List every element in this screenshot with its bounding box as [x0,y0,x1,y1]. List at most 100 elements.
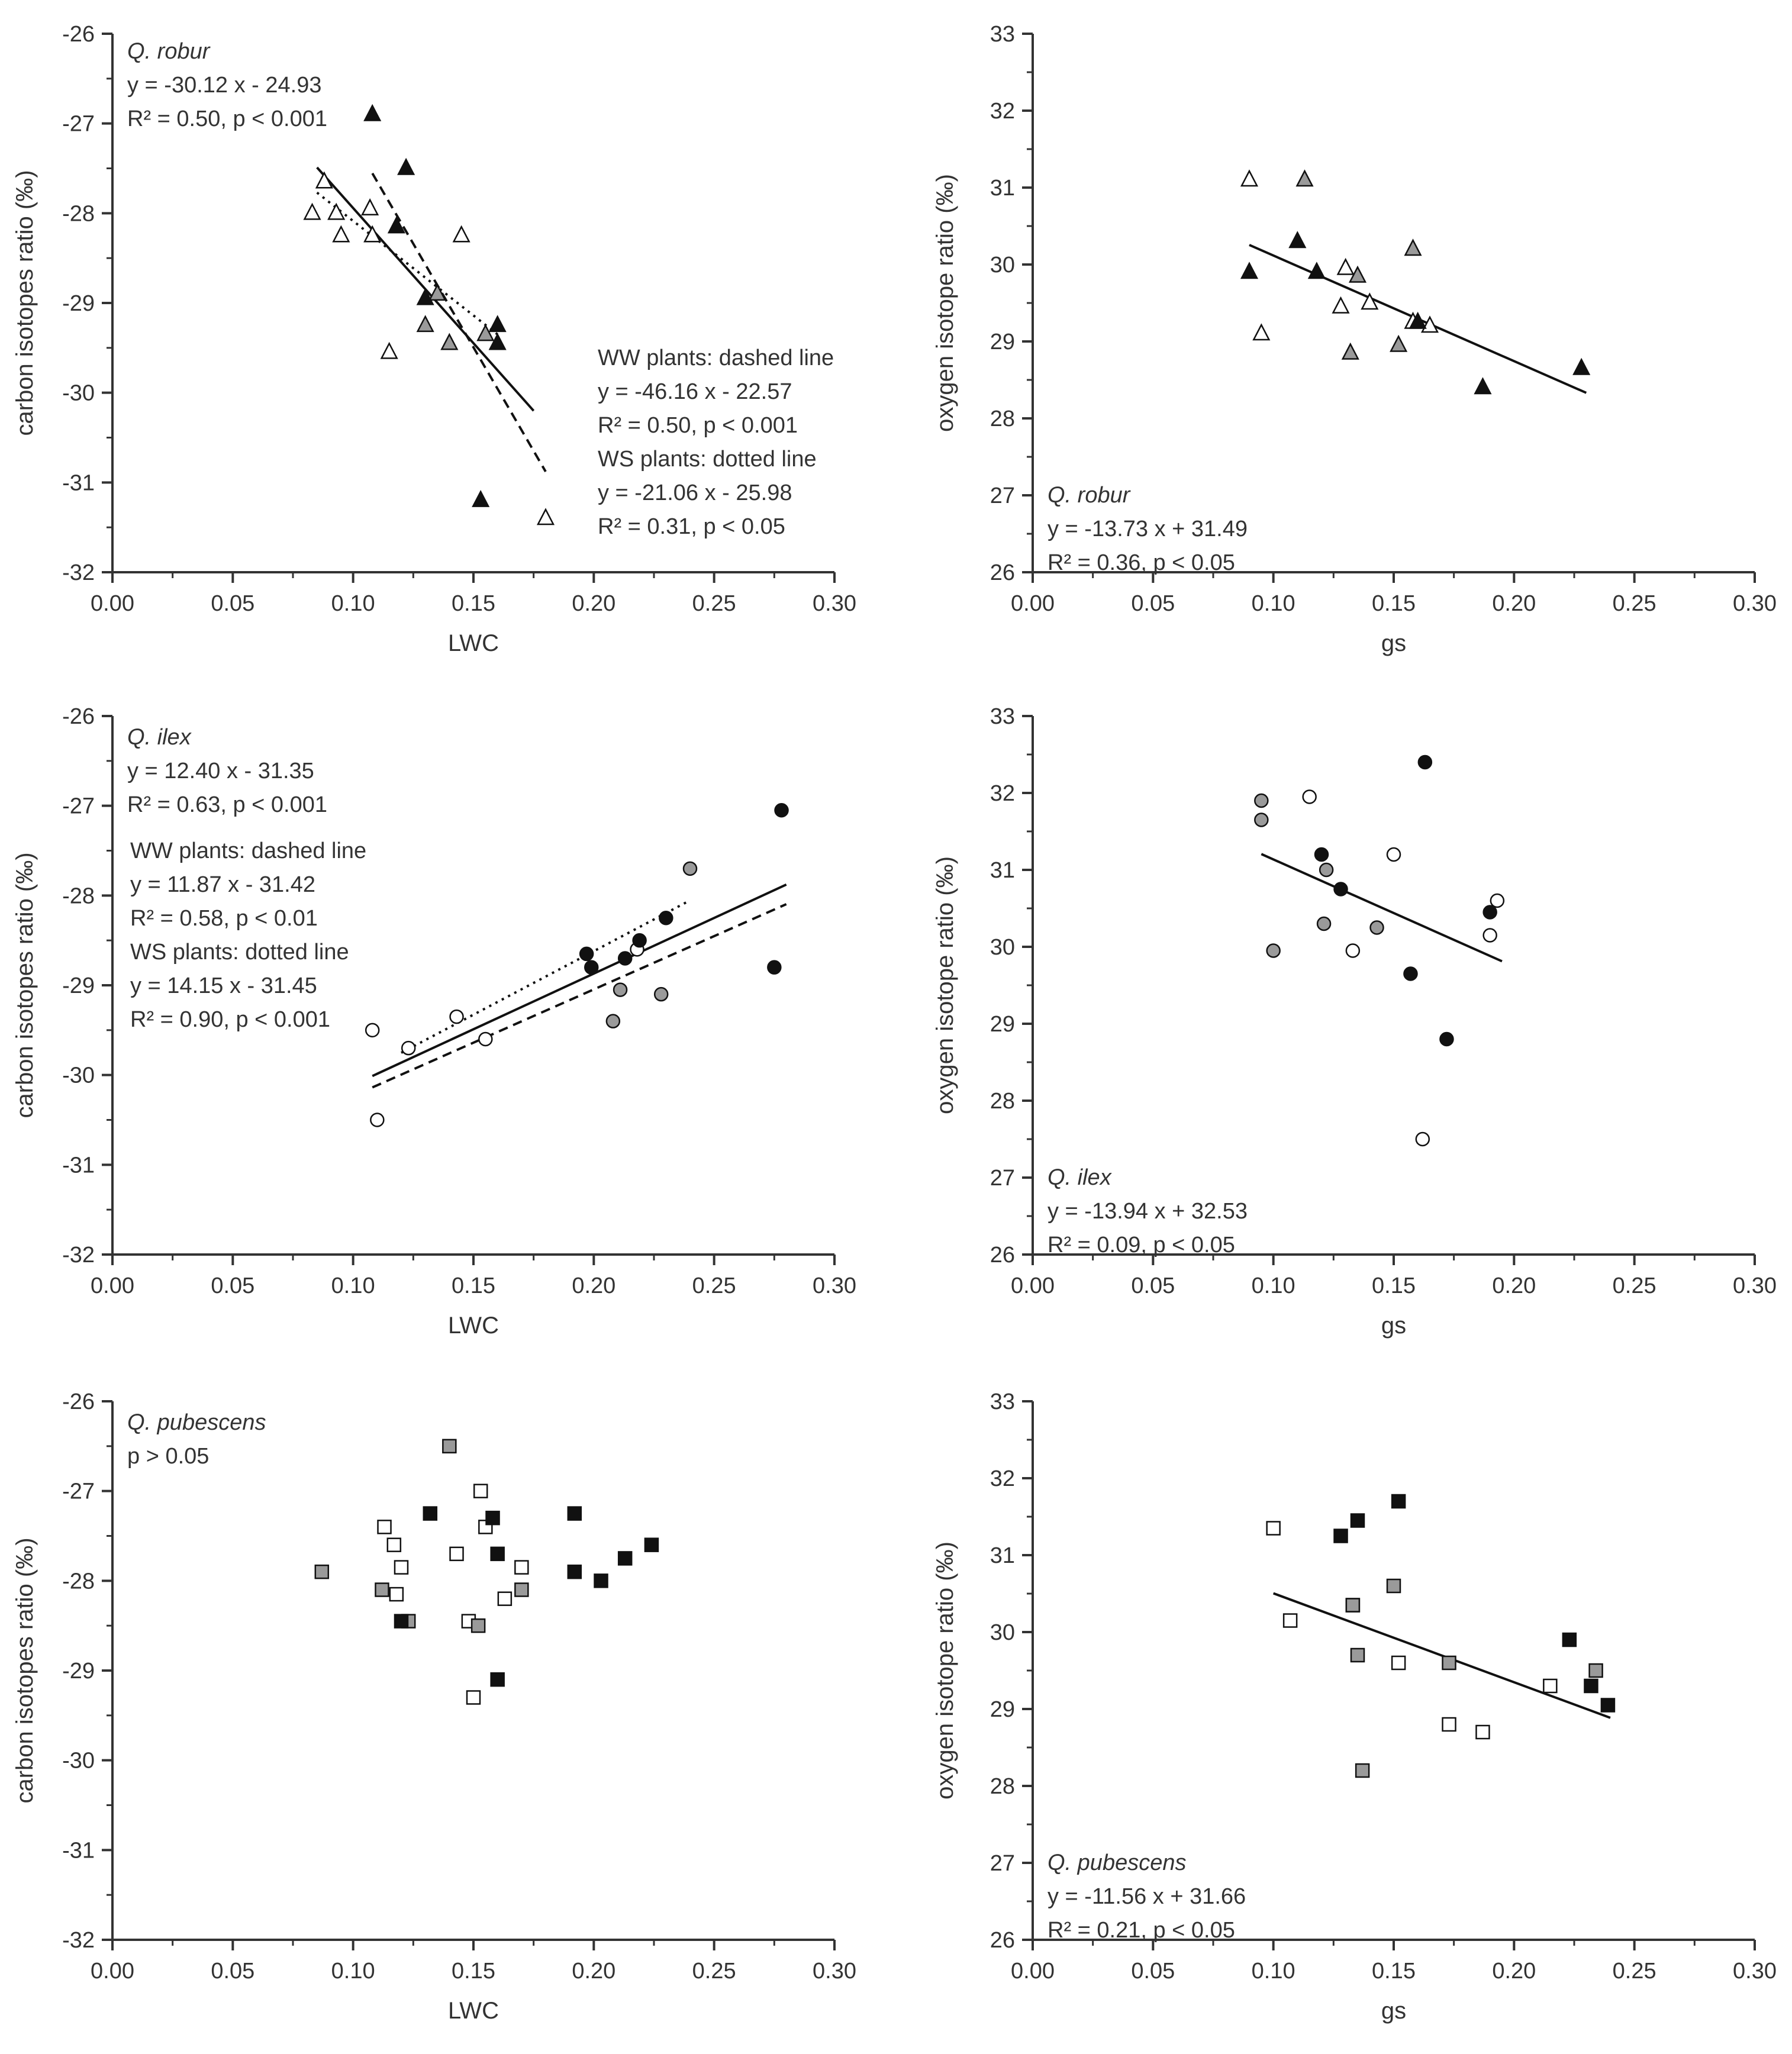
data-point-gray-circle [1319,862,1334,878]
annotation-text: WW plants: dashed line [598,346,834,370]
x-tick-label: 0.00 [1011,591,1055,616]
chart-panel-2: 0.00 0.05 0.10 0.15 0.20 0.25 0.30 gs 26 27 28 29 30… [932,22,1777,656]
data-point-white-square [377,1520,392,1534]
data-point-black-square [394,1614,409,1629]
x-tick-label: 0.10 [1252,1273,1295,1298]
y-tick-label: 27 [990,483,1015,508]
data-point-black-square [1600,1698,1616,1713]
species-label: Q. ilex [1048,1165,1113,1190]
data-point-gray-triangle [1341,342,1359,360]
data-point-white-circle [1345,943,1361,958]
x-tick-label: 0.20 [572,591,615,616]
data-point-white-triangle [332,225,350,243]
data-point-black-circle [1417,754,1433,770]
y-tick-label: -27 [62,112,95,137]
data-point-black-square [490,1672,505,1687]
data-point-white-square [394,1560,409,1575]
y-tick-label: -26 [62,22,95,47]
annotation-text: y = 14.15 x - 31.45 [130,973,317,998]
y-axis-label: carbon isotopes ratio (‰) [12,1537,38,1803]
y-tick-label: 31 [990,1543,1015,1568]
y-tick-label: -32 [62,1243,95,1268]
x-axis-label: gs [1381,1998,1406,2024]
x-tick-label: 0.00 [91,1273,134,1298]
annotation-text: y = -13.73 x + 31.49 [1048,517,1248,541]
data-point-gray-triangle [1348,265,1367,283]
data-point-white-circle [401,1040,416,1056]
x-tick-label: 0.30 [813,1273,856,1298]
species-label: Q. pubescens [127,1410,266,1435]
data-point-gray-square [314,1564,330,1579]
data-point-white-circle [1490,893,1505,908]
data-point-white-triangle [536,508,555,525]
annotation-text: R² = 0.63, p < 0.001 [127,792,327,817]
y-tick-label: 32 [990,781,1015,806]
data-point-white-triangle [315,171,333,189]
data-point-black-triangle [488,315,507,333]
x-tick-label: 0.20 [1492,1273,1536,1298]
annotation-text: R² = 0.58, p < 0.01 [130,906,318,931]
y-tick-label: 29 [990,1012,1015,1037]
data-point-gray-circle [1369,920,1384,935]
data-point-white-triangle [1240,169,1259,187]
x-tick-label: 0.20 [1492,591,1536,616]
data-point-white-square [389,1587,404,1602]
annotation-text: WW plants: dashed line [130,839,366,863]
x-tick-label: 0.00 [91,1959,134,1984]
data-point-black-square [1350,1513,1365,1528]
data-point-white-square [497,1591,513,1606]
y-tick-label: 33 [990,1389,1015,1414]
x-tick-label: 0.20 [572,1959,615,1984]
x-axis-label: LWC [448,630,499,656]
data-point-white-triangle [1252,323,1271,341]
y-tick-label: -27 [62,1479,95,1504]
data-point-gray-square [442,1439,457,1454]
data-point-white-square [1475,1724,1490,1740]
x-tick-label: 0.10 [1252,591,1295,616]
x-tick-label: 0.05 [211,1959,254,1984]
x-tick-label: 0.30 [1733,1273,1777,1298]
data-point-white-triangle [452,225,470,243]
y-tick-label: -28 [62,201,95,226]
data-point-black-circle [584,960,599,975]
y-axis-label: oxygen isotope ratio (‰) [932,174,958,432]
y-tick-label: 33 [990,704,1015,729]
regression-line-dotted [401,899,691,1054]
y-tick-label: 32 [990,1466,1015,1491]
data-point-gray-triangle [416,315,434,333]
data-point-gray-circle [613,982,628,997]
data-point-gray-triangle [440,333,459,350]
data-point-white-square [386,1537,402,1552]
regression-line-solid [372,883,787,1078]
y-tick-label: -31 [62,1838,95,1863]
data-point-white-triangle [361,198,379,215]
x-tick-label: 0.25 [1613,591,1656,616]
chart-panel-6: 0.00 0.05 0.10 0.15 0.20 0.25 0.30 gs 26 27 28 29 30… [932,1389,1777,2024]
data-point-white-triangle [363,225,382,243]
data-point-black-triangle [488,333,507,350]
y-tick-label: 30 [990,935,1015,960]
x-axis-label: gs [1381,1313,1406,1339]
data-point-gray-circle [605,1014,621,1028]
chart-panel-3: 0.00 0.05 0.10 0.15 0.20 0.25 0.30 LWC -32 -31 -30… [12,704,856,1339]
data-point-gray-triangle [476,324,495,341]
data-point-black-triangle [363,104,382,121]
data-point-white-square [466,1690,481,1705]
annotation-text: y = 11.87 x - 31.42 [130,872,315,897]
annotation-text: WS plants: dotted line [130,940,349,965]
regression-line-dashed [372,903,787,1089]
data-point-gray-triangle [1295,169,1314,187]
x-tick-label: 0.10 [331,591,375,616]
data-point-gray-square [1588,1663,1603,1678]
y-tick-label: 28 [990,1774,1015,1799]
data-point-black-circle [617,951,633,966]
y-tick-label: 33 [990,22,1015,47]
annotation-text: p > 0.05 [127,1444,209,1469]
data-point-black-square [567,1506,582,1521]
y-tick-label: 29 [990,330,1015,354]
y-tick-label: 31 [990,858,1015,883]
data-point-gray-circle [682,861,698,876]
data-point-white-triangle [380,341,398,359]
data-point-black-square [490,1546,505,1562]
data-point-black-square [423,1506,438,1521]
